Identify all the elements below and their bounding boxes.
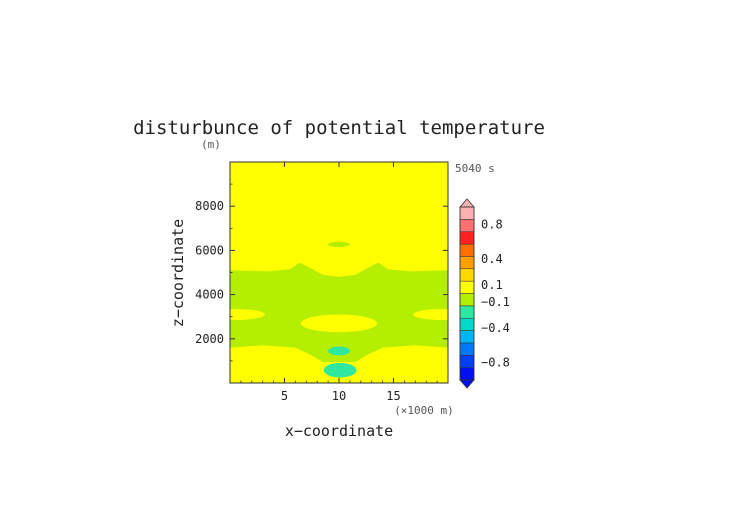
field-lens-left: [230, 308, 265, 321]
field-blob-top: [328, 241, 350, 248]
colorbar-segment: [459, 367, 475, 381]
x-tick-label: 15: [386, 389, 400, 403]
colorbar-tick-label: 0.4: [481, 252, 503, 266]
colorbar-segment: [459, 330, 475, 344]
x-tick-label: 10: [332, 389, 346, 403]
colorbar-segment: [459, 256, 475, 270]
y-axis: 2000 4000 6000 8000: [195, 183, 448, 362]
colorbar-segment: [459, 355, 475, 368]
colorbar-segment: [459, 206, 475, 220]
field-lens-center: [300, 314, 378, 333]
colorbar-tick-label: 0.8: [481, 217, 503, 231]
colorbar-frame: [459, 206, 475, 381]
field-blob-lower: [323, 362, 357, 378]
colorbar-tick-label: −0.4: [481, 321, 510, 335]
colorbar-segment: [459, 231, 475, 245]
colorbar-segment: [459, 317, 475, 331]
field-blob-upper: [328, 346, 350, 356]
colorbar-segment: [459, 219, 475, 232]
y-tick-label: 6000: [195, 243, 224, 257]
colorbar-tick-label: 0.1: [481, 278, 503, 292]
colorbar-tick-label: −0.1: [481, 295, 510, 309]
field-lens-right: [413, 308, 448, 321]
colorbar-tick-label: −0.8: [481, 356, 510, 370]
colorbar-segment: [459, 293, 475, 307]
y-tick-label: 8000: [195, 199, 224, 213]
x-axis: 5 10 15: [240, 162, 438, 403]
y-unit-label: (m): [201, 138, 221, 151]
contour-fill-layer: [230, 162, 448, 383]
x-axis-label: x−coordinate: [285, 422, 393, 440]
x-unit-label: (×1000 m): [394, 404, 454, 417]
colorbar-segment: [459, 280, 475, 294]
colorbar-segment: [459, 342, 475, 356]
y-tick-label: 2000: [195, 332, 224, 346]
y-tick-label: 4000: [195, 288, 224, 302]
colorbar: 0.8 0.4 0.1 −0.1 −0.4 −0.8: [459, 198, 510, 389]
time-label: 5040 s: [455, 162, 495, 175]
colorbar-segment: [459, 268, 475, 282]
y-axis-label: z−coordinate: [169, 219, 187, 327]
field-band-negative: [230, 262, 448, 362]
chart-title: disturbunce of potential temperature: [133, 117, 545, 139]
colorbar-top-arrow: [459, 198, 475, 208]
colorbar-segment: [459, 305, 475, 319]
x-tick-label: 5: [281, 389, 288, 403]
colorbar-bottom-arrow: [459, 379, 475, 389]
colorbar-segment: [459, 243, 475, 257]
